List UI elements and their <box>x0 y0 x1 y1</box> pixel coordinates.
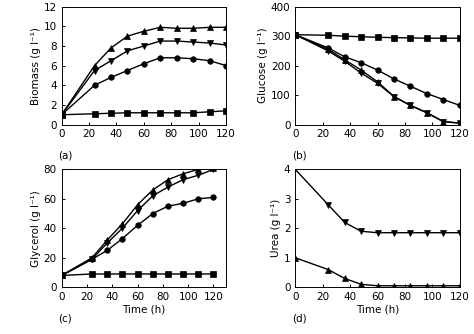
X-axis label: Time (h): Time (h) <box>356 305 399 315</box>
Text: (a): (a) <box>58 151 73 161</box>
Text: (d): (d) <box>292 313 307 323</box>
Text: (c): (c) <box>58 313 72 323</box>
Text: (b): (b) <box>292 151 307 161</box>
X-axis label: Time (h): Time (h) <box>122 305 165 315</box>
Y-axis label: Glucose (g l⁻¹): Glucose (g l⁻¹) <box>258 28 268 104</box>
Y-axis label: Biomass (g l⁻¹): Biomass (g l⁻¹) <box>31 27 41 105</box>
Y-axis label: Urea (g l⁻¹): Urea (g l⁻¹) <box>271 199 281 258</box>
Y-axis label: Glycerol (g l⁻¹): Glycerol (g l⁻¹) <box>31 190 41 267</box>
